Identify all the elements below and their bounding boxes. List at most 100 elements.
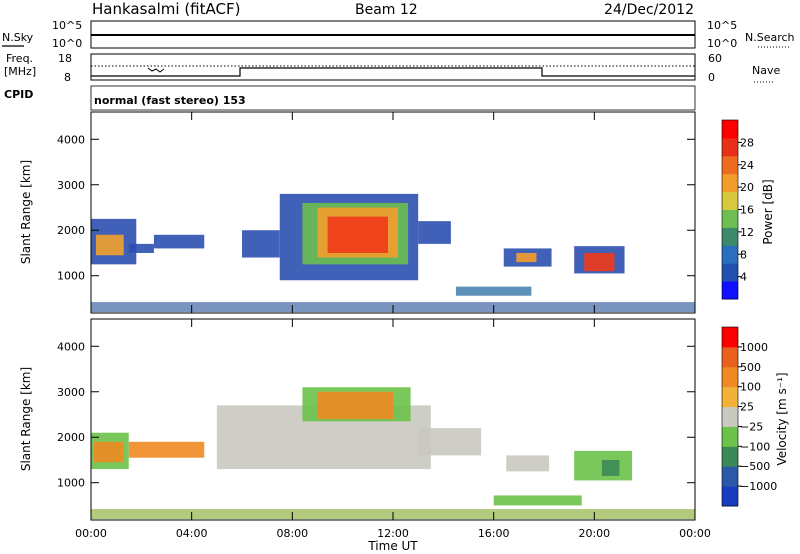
power-colorbar-tick-label-2: 12 — [740, 226, 754, 239]
velocity-colorbar-tick-label-3: 25 — [740, 401, 754, 414]
time-axis: 00:00 04:00 08:00 12:00 16:00 20:00 00:00 — [75, 112, 711, 540]
velocity-colorbar-swatch-5 — [722, 386, 738, 408]
velocity-colorbar-swatch-4 — [722, 406, 738, 427]
power-echo-region-11 — [516, 252, 537, 263]
velocity-data-layer — [91, 387, 695, 520]
nave-tick-top: 60 — [708, 52, 722, 65]
time-tick-label-6: 00:00 — [679, 527, 711, 540]
time-tick-label-1: 04:00 — [176, 527, 208, 540]
power-colorbar-tick-label-0: 4 — [740, 271, 747, 284]
velocity-colorbar-tick-label-0: 1000 — [740, 341, 768, 354]
power-ytick-label-2: 3000 — [57, 179, 85, 192]
power-colorbar-tick-label-4: 20 — [740, 181, 754, 194]
velocity-colorbar: 1000 500 100 25 −25 −100 −500 −1000 — [721, 326, 777, 507]
power-ytick-label-0: 1000 — [57, 270, 85, 283]
power-ylabel: Slant Range [km] — [19, 160, 33, 264]
velocity-echo-region-2 — [128, 441, 205, 458]
freq-label-1: Freq. — [6, 52, 33, 65]
velocity-colorbar-swatch-0 — [722, 486, 738, 507]
power-panel: 1000 2000 3000 4000 Slant Range [km] — [19, 111, 696, 314]
power-colorbar-tick-label-1: 8 — [740, 248, 747, 261]
power-ytick-label-3: 4000 — [57, 133, 85, 146]
velocity-colorbar-label: Velocity [m s⁻¹] — [775, 372, 789, 465]
time-tick-label-4: 16:00 — [478, 527, 510, 540]
velocity-echo-region-7 — [506, 455, 550, 472]
velocity-colorbar-tick-label-2: 100 — [740, 381, 761, 394]
velocity-y-axis: 1000 2000 3000 4000 — [57, 340, 695, 490]
power-colorbar-tick-label-3: 16 — [740, 204, 754, 217]
time-tick-label-2: 08:00 — [276, 527, 308, 540]
velocity-echo-region-6 — [418, 428, 482, 456]
velocity-ytick-label-3: 4000 — [57, 340, 85, 353]
power-colorbar-swatch-3 — [722, 227, 738, 246]
power-colorbar-swatch-7 — [722, 155, 738, 175]
velocity-colorbar-swatch-8 — [722, 327, 738, 348]
noise-panel: N.Sky N.Search 10^5 10^0 10^5 10^0 — [2, 19, 795, 50]
velocity-colorbar-swatch-2 — [722, 446, 738, 467]
power-echo-region-14 — [455, 286, 532, 296]
power-colorbar-swatch-0 — [722, 281, 738, 300]
nave-label: Nave — [752, 64, 780, 77]
time-tick-label-5: 20:00 — [578, 527, 610, 540]
frequency-wiggle — [147, 67, 165, 73]
noise-tick-right-bottom: 10^0 — [707, 37, 737, 50]
velocity-echo-region-1 — [93, 441, 124, 463]
velocity-colorbar-swatch-3 — [722, 426, 738, 447]
velocity-colorbar-swatch-7 — [722, 346, 738, 368]
nave-tick-bottom: 0 — [708, 71, 715, 84]
velocity-colorbar-swatch-1 — [722, 466, 738, 487]
noise-tick-left-bottom: 10^0 — [52, 37, 82, 50]
power-echo-region-1 — [96, 234, 124, 256]
velocity-colorbar-tick-label-6: −500 — [740, 460, 770, 473]
velocity-echo-region-9 — [601, 459, 620, 476]
date-title: 24/Dec/2012 — [604, 2, 694, 18]
power-colorbar-swatch-6 — [722, 173, 738, 193]
power-echo-region-3 — [153, 234, 205, 249]
time-axis-label: Time UT — [367, 539, 418, 553]
velocity-panel: 1000 2000 3000 4000 Slant Range [km] — [19, 318, 696, 521]
nsearch-label: N.Search — [745, 31, 795, 44]
power-colorbar-label: Power [dB] — [761, 179, 775, 244]
velocity-ytick-label-0: 1000 — [57, 477, 85, 490]
freq-tick-bottom: 8 — [64, 71, 71, 84]
noise-tick-left-top: 10^5 — [52, 19, 82, 32]
beam-title: Beam 12 — [355, 2, 418, 18]
freq-tick-top: 18 — [58, 52, 72, 65]
power-echo-region-8 — [327, 216, 388, 253]
power-colorbar: 4 8 12 16 20 24 28 — [721, 119, 754, 300]
velocity-ylabel: Slant Range [km] — [19, 367, 33, 471]
power-data-layer — [91, 193, 695, 313]
power-colorbar-swatch-5 — [722, 191, 738, 210]
power-echo-region-9 — [418, 221, 451, 244]
nsky-label: N.Sky — [2, 31, 34, 44]
nave-line — [91, 67, 695, 77]
station-title: Hankasalmi (fitACF) — [92, 0, 240, 18]
power-colorbar-swatch-9 — [722, 120, 738, 139]
power-colorbar-tick-label-6: 28 — [740, 136, 754, 149]
time-tick-label-0: 00:00 — [75, 527, 107, 540]
velocity-ytick-label-1: 2000 — [57, 431, 85, 444]
cpid-value: normal (fast stereo) 153 — [94, 94, 246, 107]
velocity-ytick-label-2: 3000 — [57, 386, 85, 399]
power-echo-region-4 — [242, 230, 280, 258]
frequency-panel: Freq. [MHz] 18 8 60 0 Nave — [4, 52, 780, 84]
velocity-echo-region-10 — [493, 495, 582, 506]
power-echo-region-13 — [584, 252, 615, 272]
velocity-colorbar-tick-label-4: −25 — [740, 420, 763, 433]
noise-tick-right-top: 10^5 — [707, 19, 737, 32]
power-colorbar-swatch-8 — [722, 137, 738, 157]
power-colorbar-swatch-1 — [722, 263, 738, 282]
cpid-label: CPID — [4, 88, 33, 101]
velocity-echo-region-5 — [317, 391, 393, 420]
velocity-colorbar-swatch-6 — [722, 366, 738, 388]
time-tick-label-3: 12:00 — [377, 527, 409, 540]
power-y-axis: 1000 2000 3000 4000 — [57, 133, 695, 283]
velocity-colorbar-tick-label-5: −100 — [740, 440, 770, 453]
power-colorbar-swatch-4 — [722, 209, 738, 228]
power-colorbar-swatch-2 — [722, 245, 738, 264]
velocity-colorbar-tick-label-1: 500 — [740, 361, 761, 374]
velocity-colorbar-tick-label-7: −1000 — [740, 480, 777, 493]
power-ytick-label-1: 2000 — [57, 224, 85, 237]
power-echo-region-2 — [128, 243, 154, 253]
